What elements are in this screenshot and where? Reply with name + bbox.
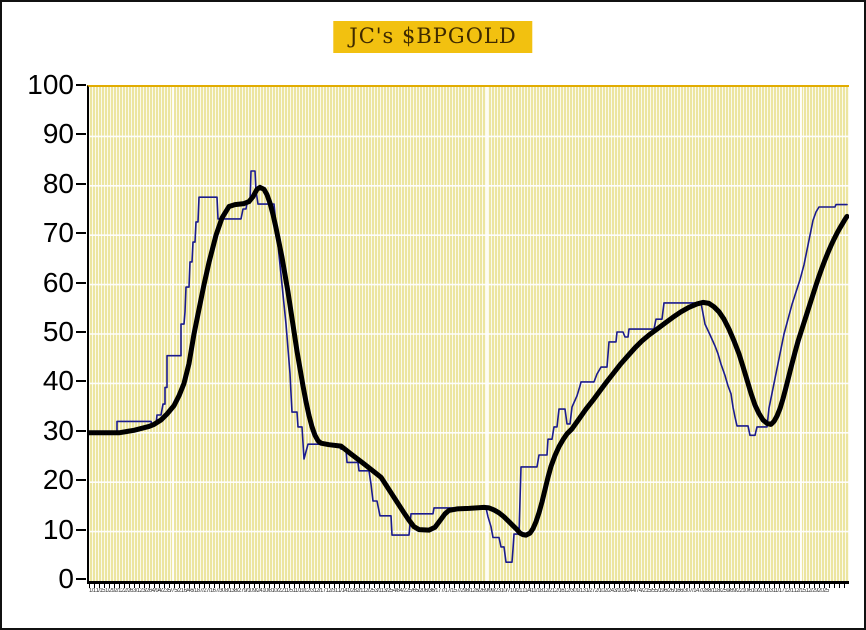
chart-title: JC's $BPGOLD: [333, 21, 533, 53]
y-axis-label: 60: [42, 266, 74, 298]
y-axis-label: 100: [27, 69, 74, 100]
y-axis-label: 90: [42, 118, 74, 150]
y-axis-tick: [76, 232, 86, 235]
y-axis-label: 40: [42, 365, 74, 397]
chart-svg: [89, 87, 849, 581]
y-axis-label: 30: [42, 414, 74, 446]
y-axis-label: 50: [42, 316, 74, 347]
smoothed-average-line: [89, 184, 849, 538]
y-axis-label: 0: [58, 563, 74, 594]
x-axis-labels: 1/1 1/15 1/29 2/12 2/26 3/12 3/26 4/9 4/…: [89, 588, 829, 594]
y-axis-tick: [76, 84, 86, 86]
y-axis-tick: [76, 578, 86, 580]
y-axis-tick: [76, 182, 86, 185]
y-axis-tick: [76, 429, 86, 432]
y-axis-label: 10: [42, 513, 74, 545]
y-axis-label: 80: [42, 167, 74, 199]
x-axis-tick-marks: [89, 583, 849, 588]
y-axis-tick: [76, 281, 86, 284]
bpgold-stepped-index: [89, 170, 848, 564]
y-axis-label: 20: [42, 464, 74, 496]
plot-area: [87, 85, 849, 584]
y-axis-tick: [76, 133, 86, 136]
y-axis-tick: [76, 528, 86, 531]
y-axis-tick: [76, 380, 86, 383]
y-axis-label: 70: [42, 217, 74, 249]
y-axis-tick: [76, 331, 86, 333]
y-axis-tick: [76, 479, 86, 482]
